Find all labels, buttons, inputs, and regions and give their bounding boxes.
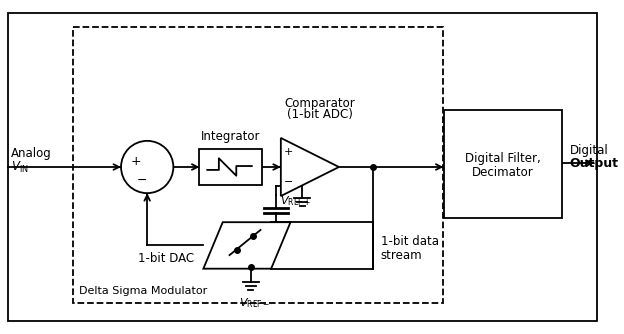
Text: 1-bit DAC: 1-bit DAC bbox=[137, 253, 193, 266]
Text: Digital Filter,: Digital Filter, bbox=[465, 152, 540, 165]
Circle shape bbox=[121, 141, 173, 193]
Text: Analog: Analog bbox=[11, 147, 51, 160]
Text: Comparator: Comparator bbox=[284, 97, 355, 110]
Bar bbox=[444, 110, 562, 218]
Text: +: + bbox=[130, 155, 141, 168]
Text: $V_\mathrm{REF+}$: $V_\mathrm{REF+}$ bbox=[280, 194, 311, 208]
Text: Digital: Digital bbox=[570, 144, 608, 157]
Text: Integrator: Integrator bbox=[201, 130, 260, 143]
Text: +: + bbox=[284, 147, 293, 157]
Text: $V_\mathrm{IN}$: $V_\mathrm{IN}$ bbox=[11, 159, 29, 175]
Text: $V_\mathrm{REF-}$: $V_\mathrm{REF-}$ bbox=[239, 296, 270, 310]
Polygon shape bbox=[203, 222, 291, 269]
Text: Delta Sigma Modulator: Delta Sigma Modulator bbox=[79, 286, 208, 296]
Text: Output: Output bbox=[570, 157, 618, 170]
Text: (1-bit ADC): (1-bit ADC) bbox=[286, 109, 353, 122]
Text: 1-bit data: 1-bit data bbox=[381, 235, 439, 248]
Text: Decimator: Decimator bbox=[472, 166, 534, 179]
Bar bbox=[200, 149, 263, 185]
Text: −: − bbox=[284, 177, 293, 187]
Text: stream: stream bbox=[381, 248, 422, 262]
Polygon shape bbox=[281, 138, 339, 196]
Text: −: − bbox=[137, 174, 148, 187]
Bar bbox=[72, 27, 442, 303]
